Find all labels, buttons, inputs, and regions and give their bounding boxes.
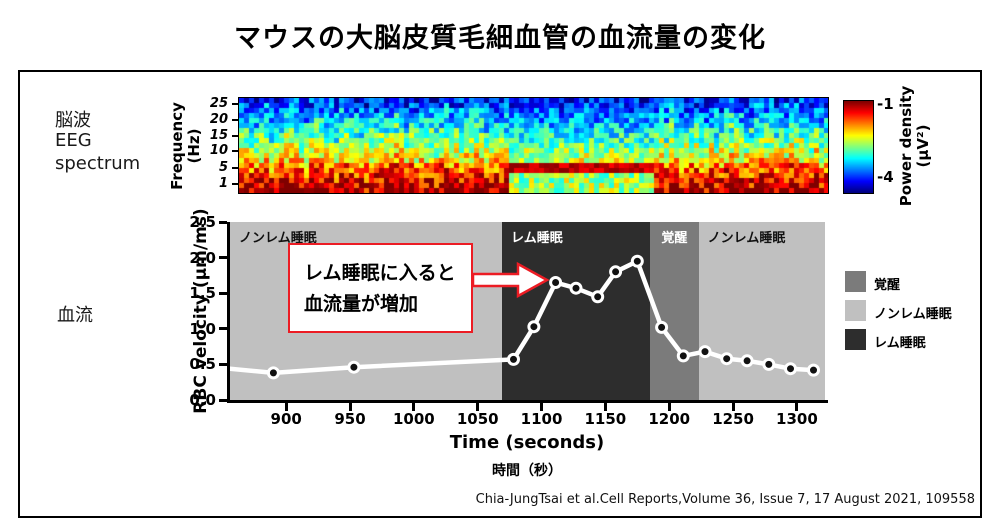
y-tick-label: 1.0 bbox=[189, 319, 216, 338]
data-point-marker bbox=[655, 320, 669, 334]
legend-label: ノンレム睡眠 bbox=[874, 307, 952, 322]
data-point-marker bbox=[630, 254, 644, 268]
y-tick-label: 2.5 bbox=[189, 213, 216, 231]
eeg-y-tick-label: 1 bbox=[218, 176, 228, 192]
legend-label: 覚醒 bbox=[874, 278, 901, 293]
annotation-line2: 血流量が増加 bbox=[304, 292, 419, 315]
legend-swatch-icon bbox=[845, 329, 866, 350]
y-tick-mark bbox=[219, 256, 227, 260]
x-tick-mark bbox=[540, 403, 544, 411]
x-tick-label: 900 bbox=[270, 410, 302, 428]
eeg-y-tick-label: 15 bbox=[209, 128, 228, 144]
eeg-y-tick-mark bbox=[232, 149, 239, 152]
x-tick-mark bbox=[412, 403, 416, 411]
data-point-marker bbox=[807, 363, 820, 377]
x-axis-line bbox=[227, 400, 828, 403]
eeg-spectrogram-image bbox=[238, 97, 829, 194]
sleep-stage-region-label: ノンレム睡眠 bbox=[707, 231, 786, 246]
data-point-marker bbox=[347, 360, 361, 374]
colorbar-title: Power density (μV²) bbox=[897, 81, 934, 211]
y-tick-mark bbox=[219, 398, 227, 402]
sleep-stage-region: 覚醒 bbox=[650, 222, 699, 400]
data-point-marker bbox=[507, 352, 520, 366]
x-axis-label: Time (seconds) bbox=[449, 432, 605, 453]
annotation-callout: レム睡眠に入ると 血流量が増加 bbox=[288, 243, 473, 333]
sleep-stage-region-label: レム睡眠 bbox=[510, 231, 563, 246]
data-point-marker bbox=[784, 362, 797, 376]
colorbar bbox=[843, 100, 874, 194]
data-point-marker bbox=[740, 354, 754, 368]
eeg-panel-label-jp: 脳波 bbox=[55, 110, 91, 131]
eeg-y-tick-label: 10 bbox=[209, 142, 228, 158]
sleep-stage-region-label: ノンレム睡眠 bbox=[239, 231, 317, 246]
data-point-marker bbox=[698, 345, 712, 359]
bloodflow-panel-label: 血流 bbox=[57, 305, 93, 326]
page-title: マウスの大脳皮質毛細血管の血流量の変化 bbox=[234, 23, 766, 54]
data-point-marker bbox=[527, 320, 541, 334]
eeg-y-axis-label-line1: Frequency bbox=[168, 102, 186, 190]
x-tick-mark bbox=[284, 403, 288, 411]
x-tick-label: 1150 bbox=[584, 410, 627, 428]
eeg-y-tick-label: 5 bbox=[218, 159, 228, 175]
legend-swatch-icon bbox=[845, 271, 866, 292]
x-tick-label: 1200 bbox=[648, 410, 691, 428]
x-tick-mark bbox=[476, 403, 480, 411]
x-tick-label: 1300 bbox=[776, 410, 818, 428]
y-tick-mark bbox=[219, 291, 227, 295]
eeg-y-tick-mark bbox=[232, 183, 239, 186]
legend-swatch-icon bbox=[845, 300, 866, 321]
data-point-marker bbox=[676, 349, 690, 363]
eeg-panel-label-en-line2: spectrum bbox=[55, 153, 141, 174]
eeg-y-tick-label: 20 bbox=[209, 111, 228, 127]
colorbar-min-label: -4 bbox=[877, 168, 894, 186]
x-tick-label: 1050 bbox=[456, 410, 499, 428]
x-tick-mark bbox=[348, 403, 352, 411]
bloodflow-line-chart bbox=[230, 254, 820, 380]
y-tick-label: 0.5 bbox=[189, 355, 216, 374]
eeg-panel-label-en-line1: EEG bbox=[55, 130, 92, 151]
x-tick-label: 1000 bbox=[392, 410, 435, 428]
x-tick-label: 950 bbox=[334, 410, 366, 428]
y-tick-mark bbox=[219, 220, 227, 224]
sleep-stage-region: レム睡眠 bbox=[501, 222, 651, 400]
annotation-arrow-icon bbox=[472, 261, 550, 299]
x-tick-mark bbox=[603, 403, 607, 411]
x-tick-mark bbox=[795, 403, 799, 411]
eeg-y-tick-mark bbox=[232, 166, 239, 169]
y-tick-label: 1.5 bbox=[189, 284, 216, 303]
annotation-line1: レム睡眠に入ると bbox=[304, 262, 456, 284]
y-tick-mark bbox=[219, 327, 227, 331]
legend-label: レム睡眠 bbox=[874, 336, 926, 351]
x-tick-label: 1250 bbox=[712, 410, 754, 428]
x-tick-label: 1100 bbox=[520, 410, 563, 428]
eeg-y-tick-mark bbox=[232, 135, 239, 138]
data-point-marker bbox=[569, 281, 583, 295]
colorbar-max-label: -1 bbox=[877, 95, 894, 113]
eeg-y-tick-label: 25 bbox=[209, 96, 228, 112]
y-axis-line bbox=[227, 222, 230, 403]
eeg-y-tick-mark bbox=[232, 103, 239, 106]
data-point-marker bbox=[720, 352, 734, 366]
colorbar-title-units: (μV²) bbox=[913, 124, 932, 168]
data-point-marker bbox=[609, 265, 623, 279]
colorbar-title-line1: Power density bbox=[897, 85, 915, 207]
data-point-marker bbox=[266, 366, 280, 380]
eeg-y-tick-mark bbox=[232, 118, 239, 121]
x-tick-mark bbox=[731, 403, 735, 411]
sleep-stage-region-label: 覚醒 bbox=[661, 231, 688, 246]
x-axis-label-jp: 時間（秒） bbox=[492, 463, 562, 479]
x-tick-mark bbox=[667, 403, 671, 411]
citation: Chia-JungTsai et al.Cell Reports,Volume … bbox=[475, 492, 975, 507]
y-tick-label: 0.0 bbox=[189, 391, 216, 409]
data-point-marker bbox=[591, 290, 605, 304]
data-point-marker bbox=[762, 357, 776, 371]
data-point-marker bbox=[549, 276, 563, 289]
y-tick-label: 2.0 bbox=[189, 248, 216, 267]
y-tick-mark bbox=[219, 362, 227, 366]
